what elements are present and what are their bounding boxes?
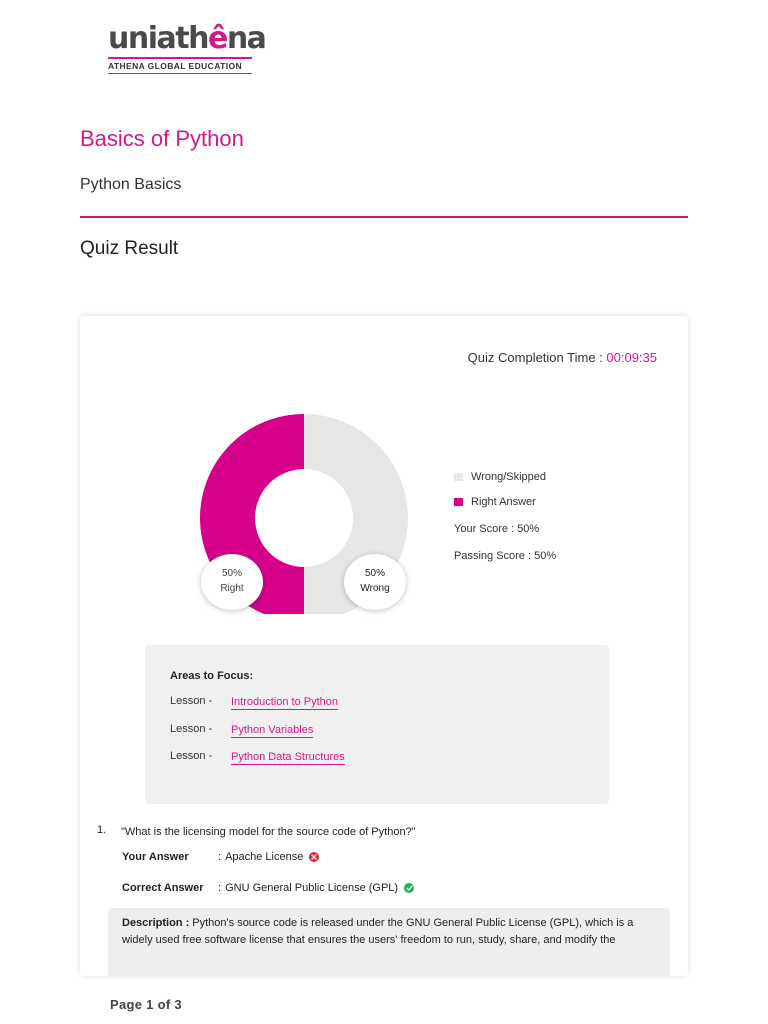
wrong-percent: 50% — [364, 568, 385, 579]
focus-lesson-row: Lesson - Python Variables — [170, 723, 609, 751]
wrong-percent-badge: 50% Wrong — [344, 554, 406, 610]
areas-to-focus-panel: Areas to Focus: Lesson - Introduction to… — [145, 645, 609, 804]
logo-rule-bottom — [108, 72, 252, 74]
right-percent-badge: 50% Right — [201, 554, 263, 610]
lesson-prefix: Lesson - — [170, 695, 213, 707]
chart-legend: Wrong/Skipped Right Answer Your Score : … — [454, 464, 556, 570]
legend-swatch-wrong — [454, 472, 463, 481]
your-answer-label: Your Answer — [122, 851, 189, 863]
your-answer-row: Your Answer : Apache License — [122, 851, 320, 863]
answer-description: Description : Python's source code is re… — [108, 908, 670, 976]
your-score: Your Score : 50% — [454, 523, 540, 535]
legend-swatch-right — [454, 497, 463, 506]
question-text: "What is the licensing model for the sou… — [121, 826, 416, 838]
wrong-answer-icon — [309, 852, 320, 862]
answer-colon: : — [218, 882, 222, 894]
wrong-label: Wrong — [360, 583, 390, 594]
lesson-link-introduction-to-python[interactable]: Introduction to Python — [231, 696, 339, 710]
section-title: Quiz Result — [80, 238, 179, 259]
focus-lesson-row: Lesson - Python Data Structures — [170, 750, 609, 778]
completion-label: Quiz Completion Time : — [467, 350, 607, 365]
legend-item-wrong: Wrong/Skipped — [454, 464, 556, 489]
course-title: Basics of Python — [80, 126, 244, 151]
correct-answer-row: Correct Answer : GNU General Public Lice… — [122, 882, 415, 894]
legend-label-right: Right Answer — [471, 495, 536, 508]
course-subtitle: Python Basics — [80, 176, 182, 193]
answer-colon: : — [218, 851, 222, 863]
correct-answer-value: GNU General Public License (GPL) — [225, 882, 399, 894]
page-number: Page 1 of 3 — [110, 997, 182, 1012]
legend-item-right: Right Answer — [454, 489, 556, 514]
lesson-prefix: Lesson - — [170, 750, 213, 762]
right-label: Right — [220, 583, 244, 594]
lesson-link-python-variables[interactable]: Python Variables — [231, 723, 314, 738]
lesson-prefix: Lesson - — [170, 722, 213, 735]
description-label: Description : — [122, 917, 190, 929]
areas-to-focus-title: Areas to Focus: — [170, 670, 254, 682]
completion-time: Quiz Completion Time : 00:09:35 — [468, 350, 657, 365]
right-percent: 50% — [221, 568, 242, 579]
correct-answer-icon — [404, 883, 415, 893]
passing-score: Passing Score : 50% — [454, 550, 557, 562]
legend-label-wrong: Wrong/Skipped — [471, 470, 547, 483]
description-text: Python's source code is released under t… — [122, 917, 634, 946]
correct-answer-label: Correct Answer — [122, 882, 204, 894]
result-card: Quiz Completion Time : 00:09:35 50% Righ… — [80, 316, 688, 976]
logo-tagline: ATHENA GLOBAL EDUCATION — [108, 60, 243, 71]
header-divider — [80, 216, 688, 218]
completion-value: 00:09:35 — [606, 350, 657, 365]
question-number: 1. — [97, 824, 107, 836]
logo-wordmark: uniathêna — [108, 21, 267, 56]
your-answer-value: Apache License — [225, 851, 304, 863]
lesson-link-python-data-structures[interactable]: Python Data Structures — [231, 751, 345, 765]
focus-lesson-row: Lesson - Introduction to Python — [170, 695, 609, 723]
logo-rule-top — [108, 57, 252, 59]
uniathena-logo: uniathêna ATHENA GLOBAL EDUCATION — [108, 21, 267, 74]
